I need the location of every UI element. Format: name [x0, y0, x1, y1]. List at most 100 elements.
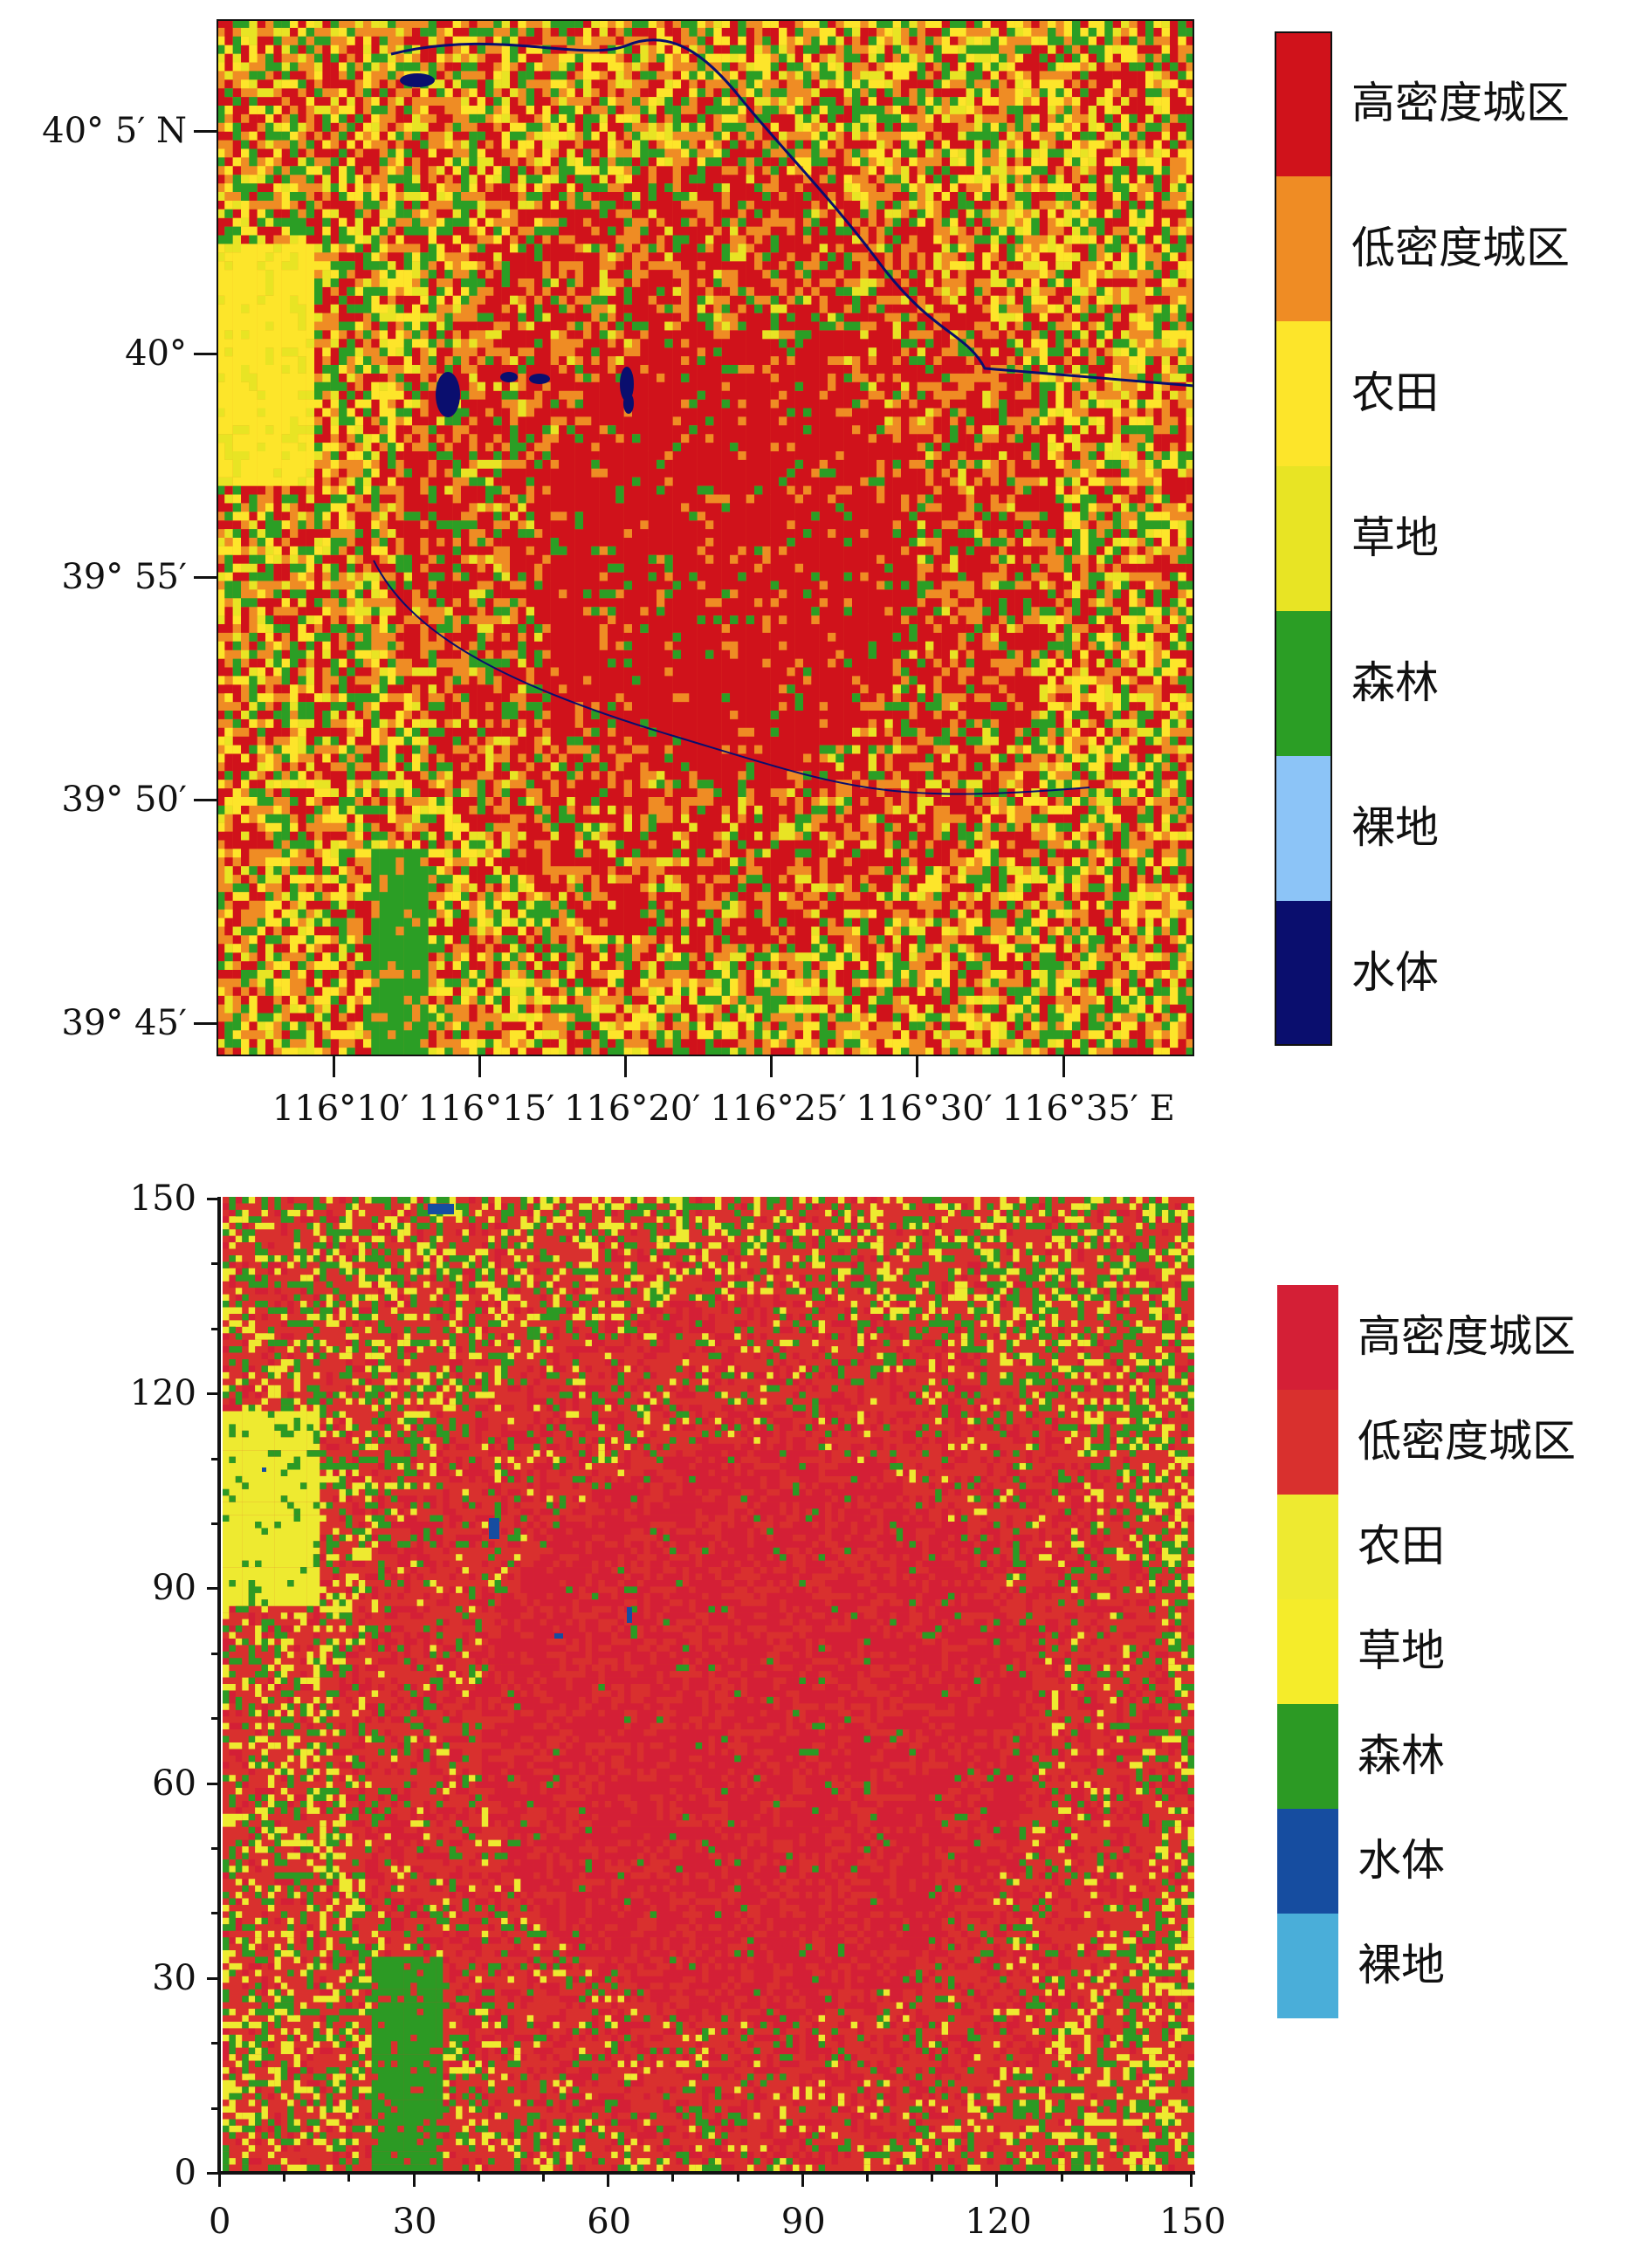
lon-tick-label: 116°25′ [710, 1089, 847, 1129]
legend-swatch [1275, 466, 1332, 611]
legend-swatch [1277, 1704, 1338, 1809]
y-minor-tick [211, 1457, 219, 1460]
y-tick [207, 1587, 219, 1591]
lon-tick [624, 1056, 628, 1077]
lon-tick [916, 1056, 919, 1077]
x-tick-label: 60 [587, 2202, 632, 2242]
legend-label: 农田 [1358, 1521, 1445, 1571]
x-tick-label: 150 [1159, 2202, 1227, 2242]
legend-label: 低密度城区 [1351, 223, 1570, 273]
river-line [390, 38, 1194, 388]
legend-label: 农田 [1351, 368, 1439, 418]
canal-line [373, 560, 1090, 795]
y-axis-line [217, 1197, 221, 2175]
grid-water-0 [428, 1204, 454, 1214]
legend-swatch [1275, 176, 1332, 321]
legend-swatch [1277, 1495, 1338, 1599]
land-cover-map-beijing [217, 19, 1194, 1056]
grid-cover-fo [223, 1197, 1194, 2171]
water-body-1 [529, 374, 550, 384]
legend-label: 低密度城区 [1358, 1416, 1576, 1467]
land-cover-raster [217, 19, 1194, 1056]
lat-tick [194, 575, 217, 579]
lon-tick [1062, 1056, 1065, 1077]
legend-label: 草地 [1358, 1625, 1445, 1676]
y-tick-label: 120 [129, 1373, 196, 1414]
legend-swatch [1277, 1599, 1338, 1704]
x-minor-tick [866, 2173, 869, 2182]
legend-top: 高密度城区 低密度城区 农田 草地 森林 裸地 水体 [1275, 31, 1641, 1048]
water-body-0 [436, 372, 460, 417]
lon-tick [332, 1056, 335, 1077]
legend-swatch [1277, 1285, 1338, 1390]
legend-label: 裸地 [1358, 1940, 1445, 1990]
water-body-5 [500, 372, 518, 382]
land-cover-fo [217, 19, 1194, 1056]
x-minor-tick [736, 2173, 739, 2182]
legend-bottom: 高密度城区 低密度城区 农田 草地 森林 水体 裸地 [1277, 1285, 1644, 2027]
lat-tick [194, 129, 217, 133]
y-tick [207, 1976, 219, 1980]
legend-swatch [1275, 756, 1332, 901]
legend-label: 高密度城区 [1351, 78, 1570, 128]
y-minor-tick [211, 1522, 219, 1525]
water-body-2 [620, 367, 634, 402]
lat-tick-label: 40° 5′ N [42, 110, 187, 151]
x-tick [1190, 2173, 1193, 2187]
legend-swatch [1275, 611, 1332, 756]
y-tick [207, 1392, 219, 1396]
legend-label: 高密度城区 [1358, 1311, 1576, 1362]
y-minor-tick [211, 1912, 219, 1915]
y-tick-label: 60 [152, 1763, 196, 1804]
y-minor-tick [211, 1847, 219, 1850]
x-axis-line [217, 2171, 1195, 2175]
x-minor-tick [1060, 2173, 1063, 2182]
legend-swatch [1275, 321, 1332, 466]
legend-label: 水体 [1358, 1835, 1445, 1886]
legend-swatch [1277, 1914, 1338, 2018]
legend-swatch [1275, 31, 1332, 176]
x-tick [801, 2173, 804, 2187]
y-tick-label: 150 [129, 1179, 196, 1219]
x-tick-label: 30 [392, 2202, 437, 2242]
lon-tick-label: 116°30′ [856, 1089, 993, 1129]
legend-label: 森林 [1351, 657, 1439, 708]
lon-tick [770, 1056, 773, 1077]
lat-tick [194, 1021, 217, 1025]
lon-tick [478, 1056, 481, 1077]
x-minor-tick [671, 2173, 675, 2182]
x-minor-tick [931, 2173, 934, 2182]
legend-label: 水体 [1351, 947, 1439, 998]
legend-swatch [1277, 1390, 1338, 1495]
y-tick [207, 1198, 219, 1200]
x-minor-tick [477, 2173, 480, 2182]
x-tick [995, 2173, 999, 2187]
land-cover-grid-map [223, 1197, 1194, 2171]
y-tick [207, 1782, 219, 1785]
x-tick-label: 90 [780, 2202, 826, 2242]
grid-cover-hd [223, 1197, 1194, 2171]
x-tick-label: 0 [209, 2202, 231, 2242]
x-tick [412, 2173, 416, 2187]
grid-water-3 [554, 1633, 563, 1639]
y-tick-label: 30 [152, 1957, 196, 1998]
x-minor-tick [1124, 2173, 1128, 2182]
y-minor-tick [211, 1652, 219, 1655]
lat-tick-label: 40° [125, 333, 187, 375]
y-minor-tick [211, 2042, 219, 2045]
grid-water-2 [627, 1607, 632, 1623]
grid-water-4 [262, 1467, 266, 1472]
x-minor-tick [347, 2173, 351, 2182]
y-minor-tick [211, 2106, 219, 2110]
grid-water-1 [489, 1518, 499, 1539]
lon-tick-label: 116°10′ [272, 1089, 409, 1129]
land-cover-grid-raster [223, 1197, 1194, 2171]
x-minor-tick [542, 2173, 545, 2182]
legend-frame [1275, 31, 1332, 1046]
lat-tick [194, 799, 217, 802]
lon-tick-label: 116°20′ [564, 1089, 701, 1129]
x-minor-tick [283, 2173, 286, 2182]
x-tick [218, 2173, 221, 2187]
y-minor-tick [211, 1262, 219, 1266]
legend-label: 草地 [1351, 512, 1439, 563]
